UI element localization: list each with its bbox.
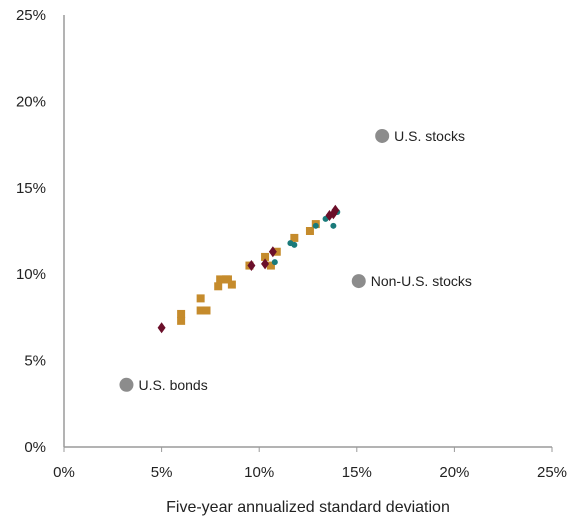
diamond-point: [157, 322, 166, 334]
square-point: [177, 309, 186, 318]
y-tick-label: 15%: [16, 180, 46, 197]
square-point: [216, 275, 225, 284]
benchmark-point: [375, 128, 390, 143]
square-point: [266, 261, 275, 270]
square-point: [223, 275, 232, 284]
y-tick-label: 20%: [16, 93, 46, 110]
square-point: [305, 227, 314, 235]
diamond-point: [261, 258, 270, 270]
x-axis-title: Five-year annualized standard deviation: [166, 499, 450, 516]
diamond-point: [247, 260, 256, 272]
square-point: [177, 316, 186, 325]
square-point: [202, 306, 211, 315]
x-tick-label: 25%: [537, 464, 567, 481]
benchmark-label: Non-U.S. stocks: [371, 273, 472, 289]
tick-labels: 0% 5% 10% 15% 20% 25% 0% 5% 10% 15% 20% 25%: [16, 7, 567, 481]
square-point: [214, 282, 223, 291]
circle-point: [271, 259, 278, 266]
circle-point: [330, 222, 337, 229]
benchmark-points: U.S. stocks Non-U.S. stocks U.S. bonds: [119, 128, 472, 393]
y-tick-label: 10%: [16, 266, 46, 283]
chart-axes: [63, 15, 553, 452]
square-point: [196, 294, 205, 303]
x-tick-label: 5%: [151, 464, 173, 481]
y-tick-label: 25%: [16, 7, 46, 24]
x-tick-label: 20%: [439, 464, 469, 481]
y-tick-label: 0%: [24, 439, 46, 456]
data-points: [157, 204, 341, 334]
circle-point: [291, 241, 298, 248]
benchmark-point: [119, 377, 134, 392]
square-point: [196, 306, 205, 315]
x-tick-label: 15%: [342, 464, 372, 481]
square-point: [261, 252, 270, 261]
benchmark-point: [351, 274, 366, 289]
square-point: [227, 280, 236, 289]
x-tick-label: 10%: [244, 464, 274, 481]
circle-point: [312, 222, 319, 229]
benchmark-label: U.S. stocks: [394, 128, 465, 144]
diamond-point: [268, 246, 277, 258]
diamond-point: [331, 204, 340, 216]
square-point: [290, 233, 299, 242]
y-tick-label: 5%: [24, 353, 46, 370]
x-tick-label: 0%: [53, 464, 75, 481]
benchmark-label: U.S. bonds: [138, 377, 207, 393]
